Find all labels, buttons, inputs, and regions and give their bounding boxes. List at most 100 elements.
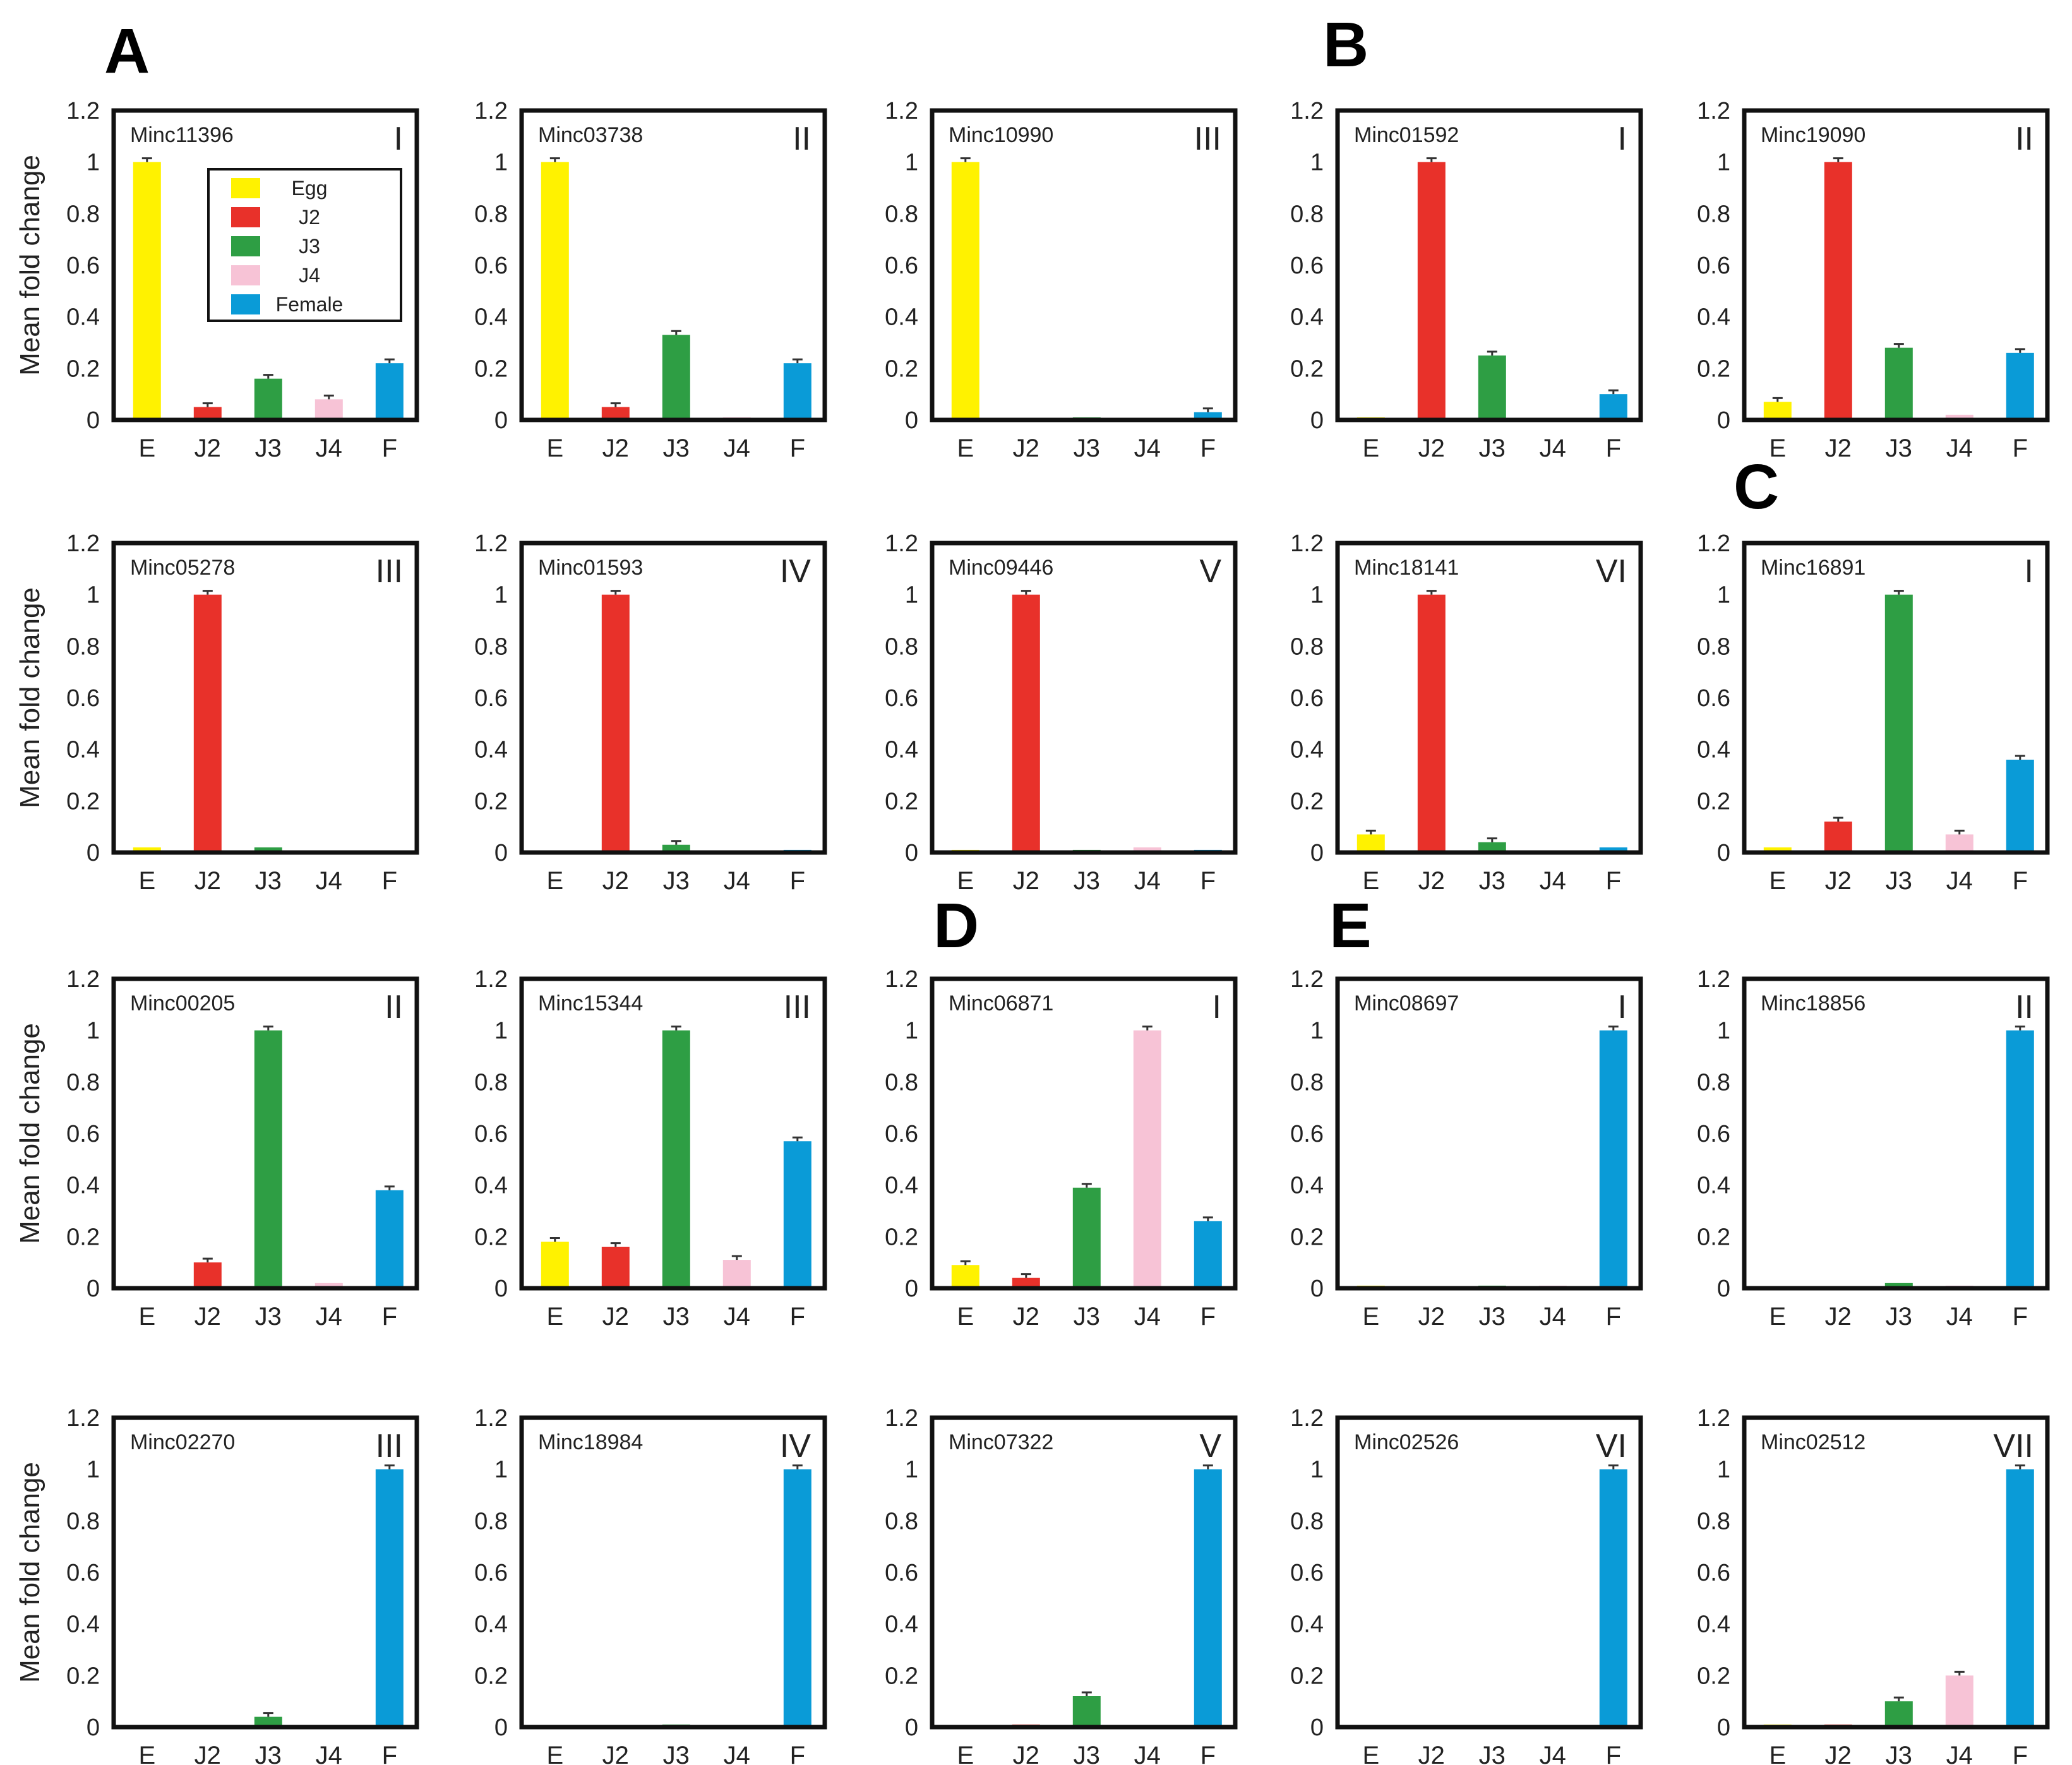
bar-F xyxy=(1599,1469,1627,1727)
y-axis-label: Mean fold change xyxy=(15,155,45,376)
plot-frame xyxy=(1742,541,2050,855)
chart-Minc00205: 0 0.2 0.4 0.6 0.8 1 1.2 E J2 J3 J4 F Minc00205 II Mean… xyxy=(15,966,419,1331)
y-tick-label: 1 xyxy=(1310,582,1324,609)
bar-J4 xyxy=(1133,1030,1161,1288)
x-tick-label: E xyxy=(1769,1303,1786,1331)
bar-F xyxy=(1194,1469,1222,1727)
y-tick-label: 1 xyxy=(1310,1018,1324,1044)
y-tick-label: 0.2 xyxy=(885,1663,918,1689)
x-tick-label: J3 xyxy=(1886,867,1912,895)
y-tick-label: 0.4 xyxy=(885,1173,918,1199)
x-tick-label: E xyxy=(957,434,974,462)
y-tick-label: 1 xyxy=(494,1018,508,1044)
gene-title: Minc07322 xyxy=(949,1430,1053,1454)
y-axis-label: Mean fold change xyxy=(15,587,45,808)
bar-F xyxy=(2006,1030,2034,1288)
legend-swatch-J4 xyxy=(231,265,260,285)
bar-J4 xyxy=(1945,414,1973,420)
y-tick-label: 0.6 xyxy=(1290,253,1324,279)
legend-swatch-F xyxy=(231,294,260,314)
plot-frame xyxy=(519,1415,827,1730)
x-tick-label: J4 xyxy=(1134,867,1161,895)
cluster-label: V xyxy=(1199,553,1221,590)
cluster-label: II xyxy=(2015,121,2033,157)
y-tick-label: 1.2 xyxy=(66,966,100,993)
y-tick-label: 0.8 xyxy=(1697,201,1730,227)
x-tick-label: J2 xyxy=(1825,1742,1852,1765)
x-tick-label: F xyxy=(382,867,397,895)
gene-title: Minc08697 xyxy=(1354,991,1459,1015)
y-tick-label: 0.6 xyxy=(1697,253,1730,279)
bar-F xyxy=(2006,760,2034,853)
x-tick-label: E xyxy=(138,867,155,895)
x-tick-label: J2 xyxy=(1013,867,1039,895)
plot-frame xyxy=(111,108,419,422)
chart-Minc01592: 0 0.2 0.4 0.6 0.8 1 1.2 E J2 J3 J4 F Minc01592 I xyxy=(1290,98,1643,462)
bar-E xyxy=(541,1241,569,1288)
legend-swatch-J3 xyxy=(231,236,260,256)
bar-J2 xyxy=(1012,594,1040,853)
x-tick-label: F xyxy=(382,434,397,462)
x-tick-label: J4 xyxy=(1134,1742,1161,1765)
gene-title: Minc05278 xyxy=(130,556,235,580)
cluster-label: I xyxy=(394,121,403,157)
x-tick-label: F xyxy=(1201,1303,1216,1331)
x-tick-label: E xyxy=(1769,867,1786,895)
y-tick-label: 1 xyxy=(1310,150,1324,176)
plot-frame xyxy=(1335,108,1643,422)
y-tick-label: 0.6 xyxy=(1290,1121,1324,1147)
y-tick-label: 0.6 xyxy=(1290,685,1324,712)
chart-Minc07322: 0 0.2 0.4 0.6 0.8 1 1.2 E J2 J3 J4 F Minc07322 V xyxy=(885,1405,1238,1765)
bar-J3 xyxy=(662,1030,690,1288)
y-tick-label: 1 xyxy=(494,582,508,609)
y-tick-label: 0.8 xyxy=(66,633,100,660)
bar-J4 xyxy=(722,1260,751,1288)
x-tick-label: J3 xyxy=(663,434,690,462)
bar-J3 xyxy=(254,1030,282,1288)
plot-frame xyxy=(1742,976,2050,1291)
y-tick-label: 1 xyxy=(1717,150,1730,176)
y-tick-label: 0 xyxy=(1717,1714,1730,1741)
bar-F xyxy=(783,363,811,420)
y-tick-label: 0.4 xyxy=(885,304,918,331)
y-tick-label: 1 xyxy=(1717,1018,1730,1044)
x-tick-label: J2 xyxy=(602,434,629,462)
chart-Minc03738: 0 0.2 0.4 0.6 0.8 1 1.2 E J2 J3 J4 F Minc03738 II xyxy=(474,98,827,462)
bar-J2 xyxy=(1012,1277,1040,1288)
chart-Minc02512: 0 0.2 0.4 0.6 0.8 1 1.2 E J2 J3 J4 F Minc02512 VII xyxy=(1697,1405,2050,1765)
x-tick-label: J3 xyxy=(1479,1303,1506,1331)
y-tick-label: 0.2 xyxy=(1290,1224,1324,1250)
plot-frame xyxy=(111,541,419,855)
y-tick-label: 0.2 xyxy=(1697,1224,1730,1250)
bar-F xyxy=(375,363,404,420)
y-tick-label: 0.6 xyxy=(474,1560,508,1586)
y-tick-label: 0.8 xyxy=(66,201,100,227)
bar-J3 xyxy=(1072,1696,1101,1727)
bar-J3 xyxy=(1884,1283,1913,1288)
y-tick-label: 1.2 xyxy=(66,1405,100,1432)
chart-Minc15344: 0 0.2 0.4 0.6 0.8 1 1.2 E J2 J3 J4 F Minc15344 III xyxy=(474,966,827,1331)
y-tick-label: 0.2 xyxy=(1697,788,1730,815)
y-tick-label: 0.2 xyxy=(474,356,508,382)
bar-J3 xyxy=(1478,355,1506,420)
bar-E xyxy=(541,162,569,420)
cluster-label: IV xyxy=(780,1428,811,1464)
plot-frame xyxy=(111,976,419,1291)
x-tick-label: E xyxy=(1769,434,1786,462)
bar-J3 xyxy=(1478,842,1506,853)
plot-frame xyxy=(930,541,1238,855)
y-tick-label: 1 xyxy=(87,1018,100,1044)
plot-frame xyxy=(1742,1415,2050,1730)
y-tick-label: 1 xyxy=(494,150,508,176)
x-tick-label: F xyxy=(1606,434,1621,462)
bar-J2 xyxy=(193,407,222,420)
y-tick-label: 1.2 xyxy=(66,530,100,557)
y-tick-label: 0.8 xyxy=(1290,1508,1324,1535)
x-tick-label: J4 xyxy=(1946,867,1973,895)
y-tick-label: 0.4 xyxy=(66,1612,100,1638)
x-tick-label: J2 xyxy=(1825,1303,1852,1331)
x-tick-label: J2 xyxy=(1825,434,1852,462)
y-tick-label: 0.8 xyxy=(885,1508,918,1535)
x-tick-label: J3 xyxy=(663,1303,690,1331)
y-tick-label: 0.4 xyxy=(474,304,508,331)
